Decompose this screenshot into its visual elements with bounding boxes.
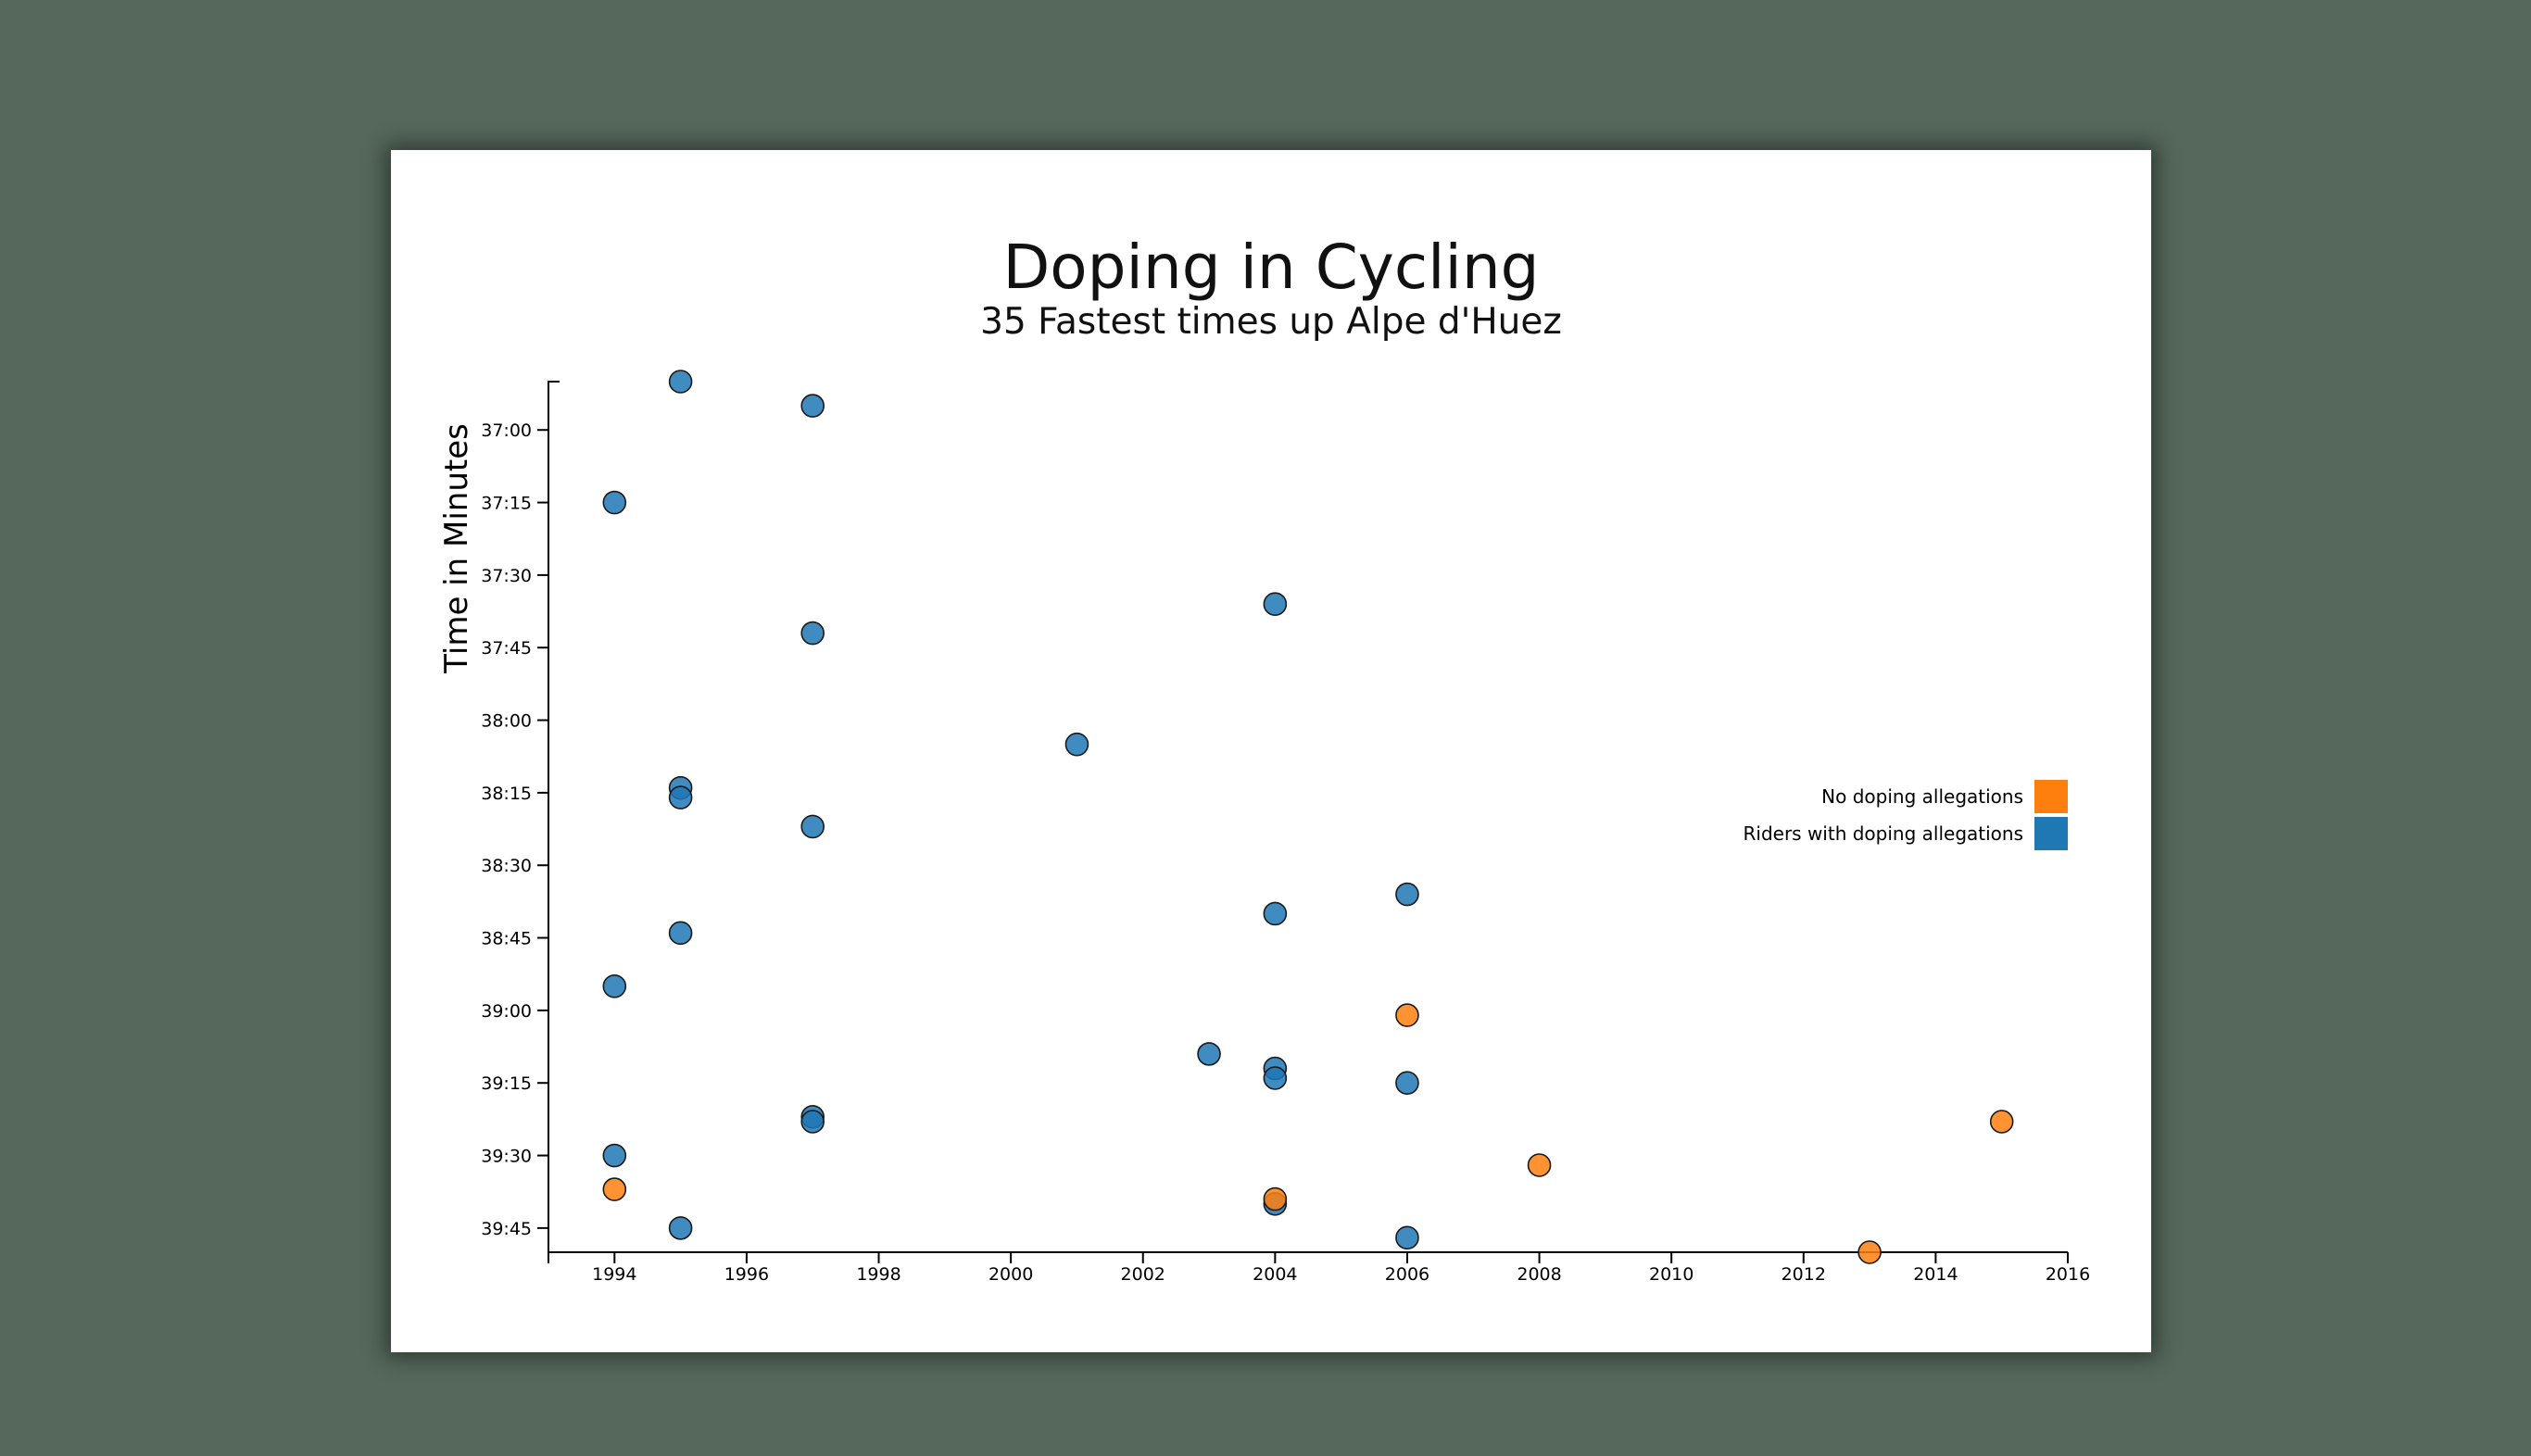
data-point-doping	[602, 973, 627, 998]
y-tick-label: 39:00	[481, 1001, 532, 1022]
chart-subtitle: 35 Fastest times up Alpe d'Huez	[980, 301, 1562, 343]
scatter-plot: 1994 1996 1998 2000 2002 2004 2006 2008 2010 2012…	[438, 370, 2090, 1285]
data-point-doping	[800, 621, 825, 646]
data-point-no-doping	[1989, 1110, 2014, 1134]
data-point-doping	[800, 1110, 825, 1134]
x-tick-label: 2016	[2046, 1264, 2090, 1285]
y-tick-label: 37:30	[481, 566, 532, 586]
data-point-doping	[800, 394, 825, 418]
data-point-doping	[1064, 732, 1089, 757]
y-tick-label: 39:45	[481, 1219, 532, 1239]
x-tick-label: 2014	[1913, 1264, 1958, 1285]
data-point-doping	[668, 1216, 693, 1240]
y-tick-label: 39:15	[481, 1073, 532, 1094]
y-tick-label: 38:30	[481, 856, 532, 876]
x-tick-label: 2000	[988, 1264, 1033, 1285]
data-point-no-doping	[1527, 1153, 1552, 1177]
x-tick-label: 2010	[1649, 1264, 1694, 1285]
y-tick-label: 37:00	[481, 420, 532, 441]
data-point-doping	[668, 785, 693, 810]
x-tick-label: 2008	[1517, 1264, 1561, 1285]
legend-label-no-doping: No doping allegations	[1821, 785, 2023, 808]
data-point-no-doping	[1395, 1003, 1419, 1027]
data-point-doping	[1263, 592, 1288, 617]
x-tick-label: 2004	[1253, 1264, 1297, 1285]
x-tick-label: 2006	[1385, 1264, 1429, 1285]
chart-title: Doping in Cycling	[1002, 232, 1540, 303]
x-tick-label: 1998	[856, 1264, 900, 1285]
data-point-doping	[602, 490, 627, 515]
data-point-doping	[1263, 1066, 1288, 1090]
data-point-doping	[1395, 1071, 1419, 1096]
y-tick-label: 38:00	[481, 711, 532, 732]
legend-label-doping: Riders with doping allegations	[1743, 822, 2023, 845]
legend-swatch-doping	[2034, 817, 2068, 850]
x-tick-label: 2002	[1121, 1264, 1165, 1285]
y-tick-label: 37:15	[481, 494, 532, 514]
data-point-doping	[1395, 1225, 1419, 1250]
y-tick-label: 38:45	[481, 929, 532, 949]
y-axis-line	[548, 381, 560, 1253]
y-tick-label: 37:45	[481, 638, 532, 659]
y-axis-title: Time in Minutes	[438, 423, 475, 674]
legend-swatch-no-doping	[2034, 780, 2068, 813]
data-point-doping	[1395, 882, 1419, 907]
y-tick-label: 39:30	[481, 1147, 532, 1167]
data-point-no-doping	[602, 1177, 627, 1201]
data-point-doping	[668, 921, 693, 946]
y-tick-label: 38:15	[481, 784, 532, 804]
data-point-doping	[1263, 901, 1288, 926]
data-point-doping	[1197, 1042, 1221, 1066]
x-tick-label: 2012	[1782, 1264, 1826, 1285]
chart-card: Doping in Cycling 35 Fastest times up Al…	[391, 150, 2151, 1352]
x-tick-label: 1994	[592, 1264, 636, 1285]
data-point-no-doping	[1263, 1186, 1288, 1211]
data-point-doping	[800, 814, 825, 839]
data-point-no-doping	[1857, 1240, 1882, 1264]
data-point-doping	[668, 370, 693, 394]
x-tick-label: 1996	[724, 1264, 769, 1285]
data-point-doping	[602, 1143, 627, 1168]
